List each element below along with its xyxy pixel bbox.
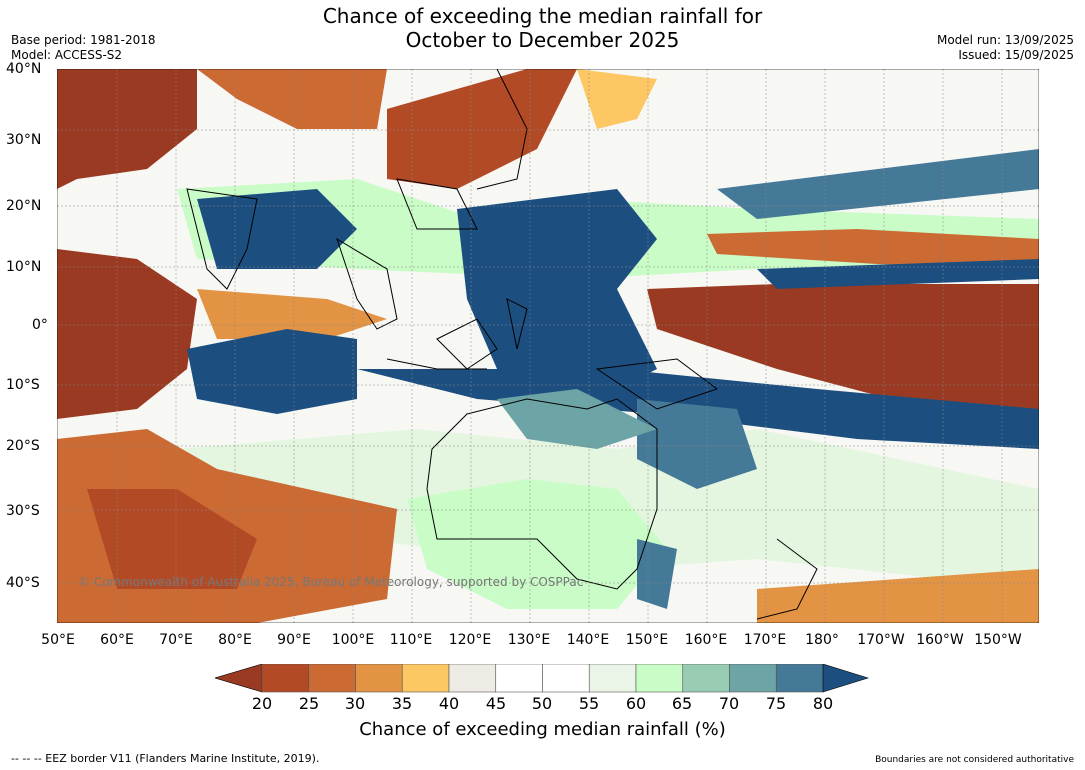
lon-label: 50°E [41,632,75,648]
colorbar-tick: 80 [812,694,834,713]
colorbar-swatch [729,664,777,693]
colorbar-swatch [401,664,450,693]
lon-label: 150°W [974,632,1022,648]
lon-label: 150°E [625,632,669,648]
colorbar-swatch [355,664,403,693]
lon-label: 130°E [507,632,551,648]
lat-label: 40°S [6,575,40,591]
colorbar-swatch [682,664,730,693]
colorbar-tick: 25 [298,694,320,713]
meta-left: Base period: 1981-2018 Model: ACCESS-S2 [11,33,156,63]
title-line-1: Chance of exceeding the median rainfall … [322,4,763,28]
colorbar-tick: 65 [671,694,693,713]
lon-label: 170°E [743,632,787,648]
rainfall-map [57,69,1039,623]
colorbar-swatch [448,664,497,693]
graticule [57,69,1039,623]
lat-label: 30°N [6,132,42,148]
model-run: Model run: 13/09/2025 [936,33,1074,47]
lon-label: 110°E [389,632,433,648]
colorbar-tick: 30 [344,694,366,713]
lat-label: 10°S [6,377,40,393]
colorbar-tick: 55 [578,694,600,713]
colorbar-swatch [495,664,543,693]
colorbar-tick: 60 [625,694,647,713]
lon-label: 100°E [331,632,375,648]
lat-label: 10°N [6,259,42,275]
colorbar-tick: 45 [485,694,507,713]
lon-label: 90°E [277,632,311,648]
meta-right: Model run: 13/09/2025 Issued: 15/09/2025 [937,33,1074,63]
colorbar-tick: 70 [718,694,740,713]
base-period: Base period: 1981-2018 [11,33,156,47]
lon-label: 70°E [159,632,193,648]
lat-label: 40°N [6,61,42,77]
colorbar-tick: 35 [391,694,413,713]
lon-label: 180° [805,632,839,648]
dry-regions [57,69,1039,623]
colorbar-arrow-high [822,664,870,693]
boundary-disclaimer: Boundaries are not considered authoritat… [875,755,1074,765]
colorbar-swatch [635,664,684,693]
lon-label: 80°E [218,632,252,648]
colorbar [215,664,870,693]
colorbar-swatch [308,664,356,693]
colorbar-swatch [542,664,590,693]
model-name: Model: ACCESS-S2 [11,48,123,62]
lat-label: 20°S [6,438,40,454]
colorbar-tick: 20 [251,694,273,713]
lon-label: 170°W [857,632,905,648]
title-line-2: October to December 2025 [405,28,680,52]
lat-label: 30°S [6,503,40,519]
eez-legend: -- -- -- EEZ border V11 (Flanders Marine… [11,752,320,765]
lat-label: 20°N [6,198,42,214]
lon-label: 140°E [566,632,610,648]
lon-label: 160°E [684,632,728,648]
coastlines [186,69,818,620]
lat-label: 0° [32,317,48,333]
lon-label: 160°W [916,632,964,648]
issued-date: Issued: 15/09/2025 [958,48,1074,62]
colorbar-swatch [261,664,310,693]
map-title: Chance of exceeding the median rainfall … [0,4,1085,52]
colorbar-tick: 50 [531,694,553,713]
copyright-text: © Commonwealth of Australia 2025, Bureau… [78,575,584,589]
colorbar-arrow-low [215,664,263,693]
lon-label: 120°E [448,632,492,648]
colorbar-title: Chance of exceeding median rainfall (%) [359,719,726,740]
lon-label: 60°E [100,632,134,648]
wet-regions [187,149,1039,609]
colorbar-tick: 75 [765,694,787,713]
colorbar-tick: 40 [438,694,460,713]
colorbar-swatch [588,664,637,693]
colorbar-swatch [775,664,824,693]
